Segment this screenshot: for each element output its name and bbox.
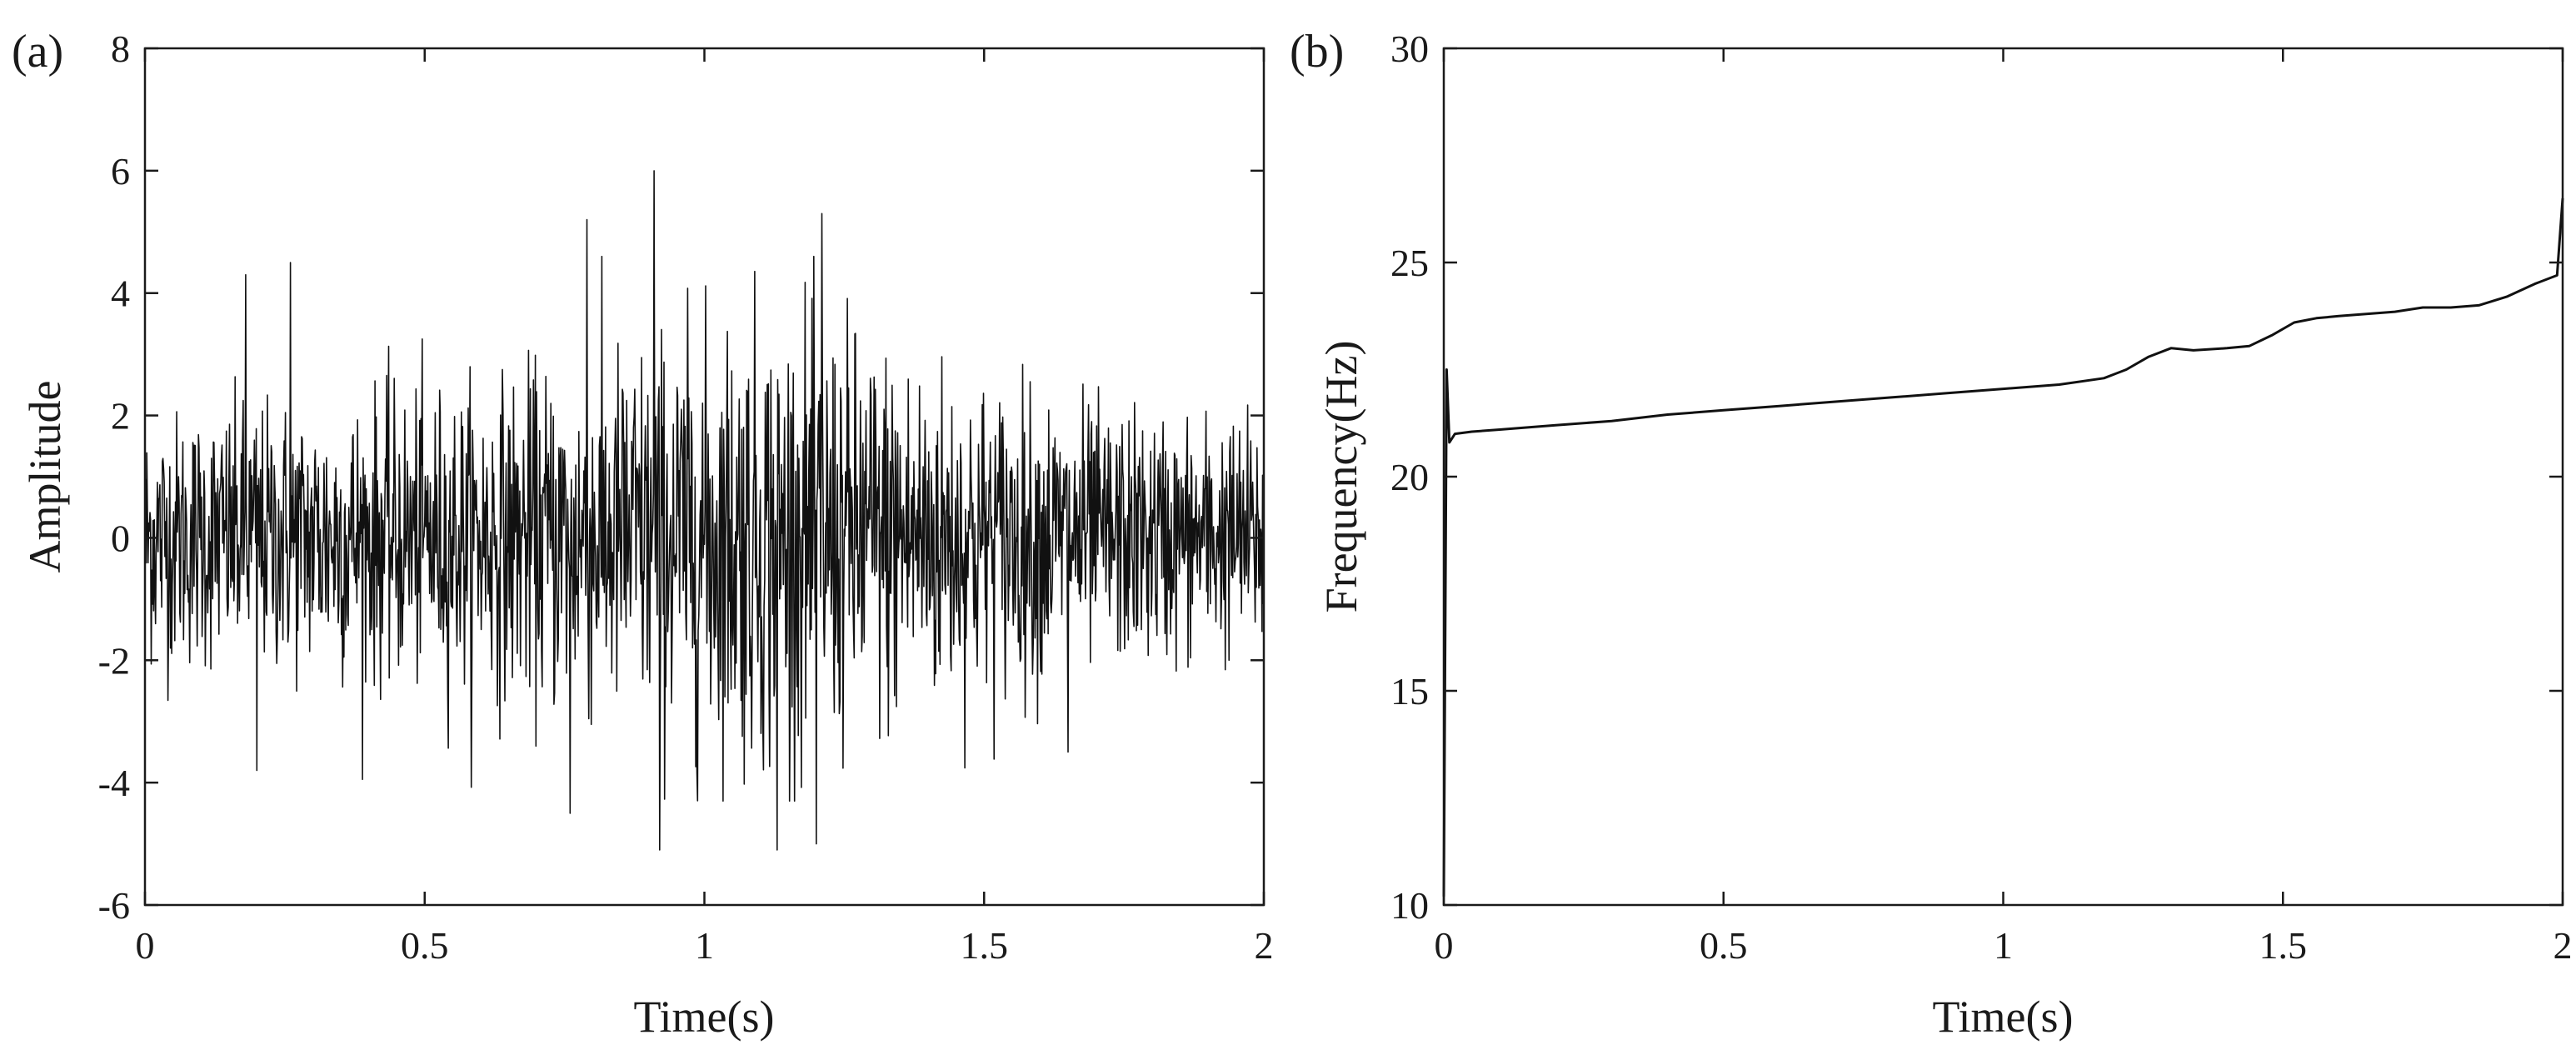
ticks-b: 0 0.5 1 1.5 2 10 15 20 25 30 [1390,28,2573,967]
x-tick-label-a: 0.5 [401,924,449,967]
plot-area-b [1442,198,2564,897]
y-tick-label-a: 2 [111,395,130,438]
y-axis-label-a: Amplitude [20,381,70,573]
axes-frame-b [1442,47,2564,907]
x-tick-label-b: 1.5 [2259,924,2308,967]
series-line-a [144,170,1265,851]
series-line-b [1442,198,2564,897]
x-tick-label-a: 1.5 [961,924,1009,967]
x-tick-label-a: 0 [136,924,155,967]
y-axis-label-b: Frequency(Hz) [1316,341,1366,613]
y-tick-label-b: 20 [1390,456,1429,498]
x-tick-label-a: 1 [695,924,714,967]
panel-label-a: (a) [12,26,63,78]
x-axis-label-b: Time(s) [1932,992,2073,1042]
panel-b: (b) 0 0.5 1 1.5 2 10 15 20 25 30 Time(s) Frequenc… [1290,26,2573,1042]
y-tick-label-a: 6 [111,150,130,192]
x-tick-label-b: 0 [1435,924,1454,967]
x-tick-label-a: 2 [1255,924,1274,967]
x-tick-label-b: 1 [1994,924,2013,967]
x-tick-label-b: 0.5 [1700,924,1748,967]
x-axis-label-a: Time(s) [633,992,774,1042]
y-tick-label-a: 4 [111,272,130,315]
y-tick-label-a: 0 [111,517,130,559]
y-tick-label-a: -6 [98,884,130,927]
x-tick-label-b: 2 [2554,924,2573,967]
ticks-a: 0 0.5 1 1.5 2 -6 -4 -2 0 2 4 6 8 [98,28,1274,967]
y-tick-label-a: 8 [111,28,130,70]
y-tick-label-b: 10 [1390,884,1429,927]
y-tick-label-a: -4 [98,762,130,804]
y-tick-label-b: 30 [1390,28,1429,70]
panel-label-b: (b) [1290,26,1344,78]
y-tick-label-a: -2 [98,639,130,682]
y-tick-label-b: 15 [1390,670,1429,712]
y-tick-label-b: 25 [1390,242,1429,284]
plot-area-a [144,170,1265,851]
panel-a: (a) 0 0.5 1 1.5 2 -6 -4 -2 0 2 4 6 8 Time(s) Amplitu… [12,26,1274,1042]
